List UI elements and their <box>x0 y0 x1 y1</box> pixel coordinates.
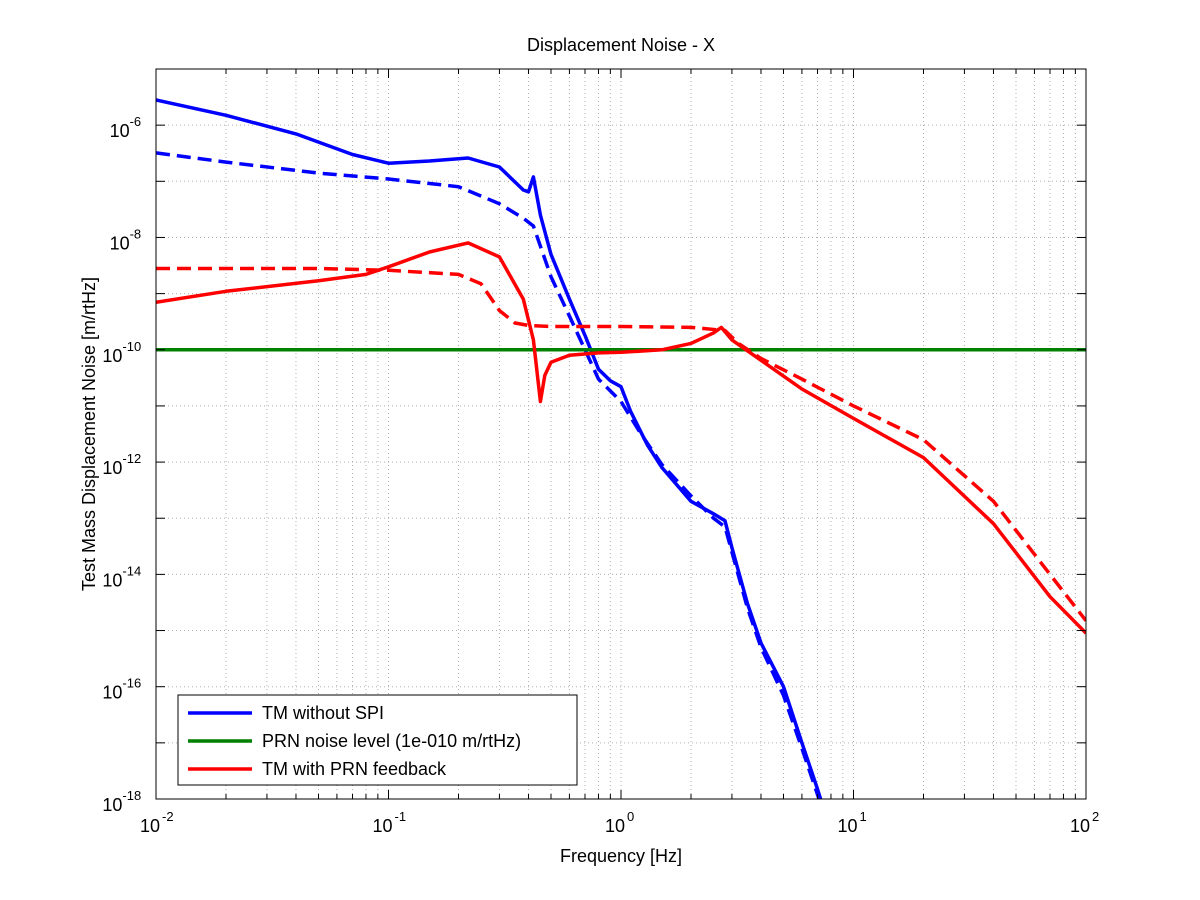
legend-label-tm-without-spi: TM without SPI <box>262 703 384 723</box>
chart-title: Displacement Noise - X <box>527 35 715 55</box>
x-tick-label-exponent: 2 <box>1092 809 1099 824</box>
y-tick-label: 10 <box>102 458 122 478</box>
x-tick-label: 10 <box>140 816 160 836</box>
legend-label-prn-noise-level: PRN noise level (1e-010 m/rtHz) <box>262 731 521 751</box>
y-tick-label-exponent: -8 <box>130 226 142 241</box>
legend-label-tm-with-prn-feedback: TM with PRN feedback <box>262 759 447 779</box>
y-tick-label: 10 <box>102 346 122 366</box>
x-axis-label: Frequency [Hz] <box>560 846 682 866</box>
y-tick-label-exponent: -10 <box>122 339 141 354</box>
legend: TM without SPI PRN noise level (1e-010 m… <box>177 694 578 786</box>
x-tick-label: 10 <box>372 816 392 836</box>
series-line-3-solid <box>156 241 1086 635</box>
y-axis-label: Test Mass Displacement Noise [m/rtHz] <box>79 277 99 591</box>
y-tick-label: 10 <box>102 795 122 815</box>
series-line-1-dashed <box>156 151 821 799</box>
y-tick-label: 10 <box>110 233 130 253</box>
x-tick-label-exponent: 0 <box>627 809 634 824</box>
x-tick-label-exponent: -2 <box>162 809 174 824</box>
series-line-4-dashed <box>156 266 1086 622</box>
y-tick-label-exponent: -14 <box>122 563 141 578</box>
y-tick-label-exponent: -12 <box>122 451 141 466</box>
x-tick-label: 10 <box>605 816 625 836</box>
x-tick-label-exponent: 1 <box>860 809 867 824</box>
x-tick-label: 10 <box>1070 816 1090 836</box>
y-tick-label: 10 <box>102 683 122 703</box>
y-tick-label-exponent: -18 <box>122 788 141 803</box>
y-tick-label: 10 <box>102 570 122 590</box>
x-tick-label-exponent: -1 <box>395 809 407 824</box>
y-tick-label-exponent: -16 <box>122 676 141 691</box>
grid <box>156 69 1086 799</box>
x-tick-label: 10 <box>837 816 857 836</box>
ticks <box>155 68 1087 800</box>
y-tick-label: 10 <box>110 121 130 141</box>
y-tick-label-exponent: -6 <box>130 114 142 129</box>
series-layer <box>156 98 1086 799</box>
